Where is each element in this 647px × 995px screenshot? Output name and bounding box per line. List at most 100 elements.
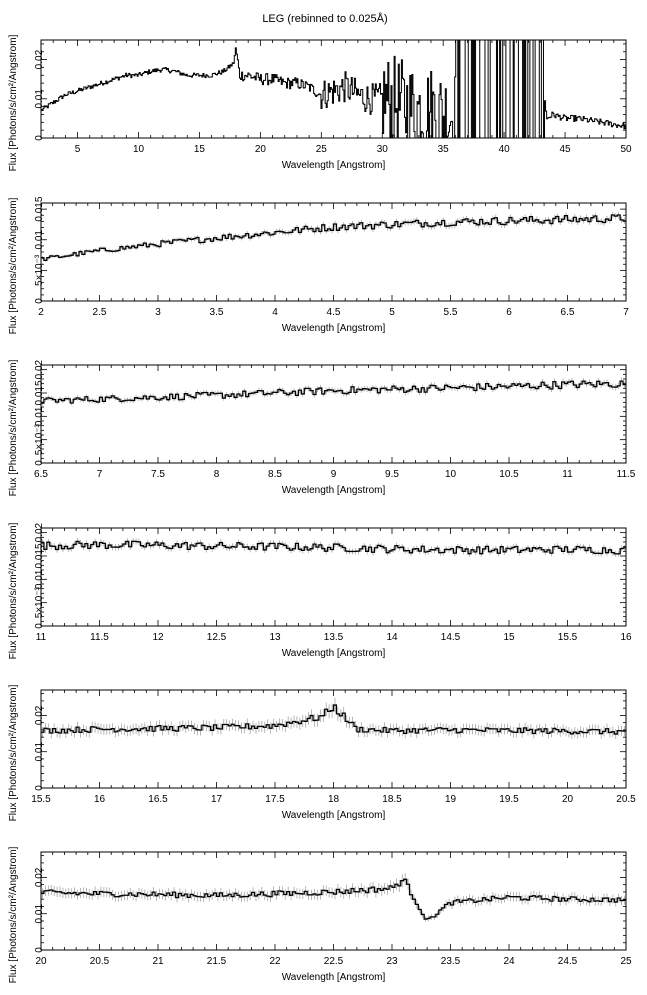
x-tick-label: 23 [386, 956, 398, 967]
x-tick-label: 35 [438, 144, 450, 155]
chart-panel-1: 5 10 15 20 25 30 35 40 45 50 0 0.01 0.02 Wavelength [… [8, 34, 632, 171]
spectrum-line [41, 380, 626, 404]
y-axis-label: Flux [Photons/s/cm²/Angstrom] [8, 684, 19, 821]
x-tick-label: 8 [214, 469, 220, 480]
x-tick-label: 6.5 [561, 307, 575, 318]
x-axis-label: Wavelength [Angstrom] [282, 160, 386, 171]
y-tick-label: 0 [34, 135, 45, 141]
y-tick-label: 0.01 [34, 89, 45, 109]
y-tick-label: 0.02 [34, 867, 45, 887]
y-tick-label: 0.01 [34, 742, 45, 762]
x-tick-label: 17 [211, 794, 223, 805]
chart-panel-3: 6.5 7 7.5 8 8.5 9 9.5 10 10.5 11 11.505×10⁻³0.010.… [8, 359, 636, 496]
y-tick-label: 0.02 [34, 705, 45, 725]
x-tick-label: 3.5 [210, 307, 224, 318]
x-tick-label: 20 [255, 144, 267, 155]
y-tick-label: 0.01 [34, 406, 45, 426]
y-tick-label: 0.015 [34, 380, 45, 405]
x-tick-label: 40 [499, 144, 511, 155]
spectrum-line [41, 704, 626, 735]
spectrum-line [41, 878, 626, 920]
y-axis-label: Flux [Photons/s/cm²/Angstrom] [8, 197, 19, 334]
y-tick-label: 0 [34, 947, 45, 953]
y-tick-label: 0 [34, 460, 45, 466]
x-tick-label: 25 [620, 956, 632, 967]
x-tick-label: 24.5 [558, 956, 578, 967]
x-tick-label: 10 [445, 469, 457, 480]
chart-panel-4: 11 11.5 12 12.5 13 13.5 14 14.5 15 15.5 1605×10⁻³0… [8, 522, 632, 659]
x-tick-label: 13 [269, 632, 281, 643]
x-tick-label: 16 [620, 632, 632, 643]
y-axis-label: Flux [Photons/s/cm²/Angstrom] [8, 359, 19, 496]
y-tick-label: 0.015 [34, 196, 45, 221]
x-tick-label: 3 [155, 307, 161, 318]
x-tick-label: 6.5 [34, 469, 48, 480]
x-tick-label: 11.5 [90, 632, 109, 643]
x-tick-label: 7 [97, 469, 103, 480]
x-tick-label: 25 [316, 144, 328, 155]
y-tick-label: 0.02 [34, 522, 45, 542]
y-tick-label: 5×10⁻³ [34, 254, 45, 286]
plot-frame [40, 851, 627, 951]
y-tick-label: 0.01 [34, 230, 45, 250]
x-tick-label: 11.5 [617, 469, 636, 480]
x-tick-label: 9.5 [385, 469, 399, 480]
x-tick-label: 19.5 [499, 794, 519, 805]
y-tick-label: 5×10⁻³ [34, 586, 45, 618]
x-tick-label: 50 [620, 144, 632, 155]
x-axis-label: Wavelength [Angstrom] [282, 648, 386, 659]
x-tick-label: 20 [35, 956, 47, 967]
x-tick-label: 15 [503, 632, 515, 643]
spectrum-line [41, 214, 626, 262]
chart-panel-5: 15.5 16 16.5 17 17.5 18 18.5 19 19.5 20 20.5 0 0.01 0… [8, 684, 636, 821]
x-tick-label: 22.5 [324, 956, 344, 967]
y-tick-label: 0.01 [34, 904, 45, 924]
x-tick-label: 14.5 [441, 632, 461, 643]
plot-frame [40, 202, 627, 302]
y-tick-label: 0.015 [34, 543, 45, 568]
x-tick-label: 11 [562, 469, 573, 480]
y-axis-label: Flux [Photons/s/cm²/Angstrom] [8, 522, 19, 659]
x-tick-label: 7.5 [151, 469, 165, 480]
y-tick-label: 0.01 [34, 569, 45, 589]
x-tick-label: 5 [389, 307, 395, 318]
x-tick-label: 10 [133, 144, 145, 155]
x-tick-label: 9 [331, 469, 337, 480]
x-tick-label: 15.5 [31, 794, 51, 805]
y-tick-label: 0 [34, 623, 45, 629]
y-axis-label: Flux [Photons/s/cm²/Angstrom] [8, 846, 19, 983]
x-tick-label: 7 [623, 307, 629, 318]
x-tick-label: 14 [386, 632, 398, 643]
spectrum-line [41, 40, 626, 138]
x-tick-label: 2 [38, 307, 44, 318]
x-tick-label: 6 [506, 307, 512, 318]
chart-panel-6: 20 20.5 21 21.5 22 22.5 23 23.5 24 24.5 25 0 0.01 0.0… [8, 846, 632, 983]
x-tick-label: 24 [503, 956, 515, 967]
x-tick-label: 15.5 [558, 632, 578, 643]
x-tick-label: 20 [562, 794, 574, 805]
y-tick-label: 5×10⁻³ [34, 423, 45, 455]
x-tick-label: 19 [445, 794, 457, 805]
spectrum-line [41, 540, 626, 555]
x-tick-label: 10.5 [499, 469, 519, 480]
error-bars [42, 697, 625, 740]
x-tick-label: 22 [269, 956, 281, 967]
x-tick-label: 18.5 [382, 794, 402, 805]
x-tick-label: 4.5 [327, 307, 341, 318]
x-tick-label: 15 [194, 144, 206, 155]
x-tick-label: 30 [377, 144, 389, 155]
x-tick-label: 5 [75, 144, 81, 155]
x-tick-label: 21 [152, 956, 164, 967]
x-axis-label: Wavelength [Angstrom] [282, 810, 386, 821]
x-tick-label: 16 [94, 794, 106, 805]
x-tick-label: 12.5 [207, 632, 227, 643]
x-axis-label: Wavelength [Angstrom] [282, 323, 386, 334]
x-tick-label: 17.5 [265, 794, 285, 805]
x-tick-label: 18 [328, 794, 340, 805]
x-tick-label: 5.5 [444, 307, 458, 318]
y-tick-label: 0 [34, 298, 45, 304]
x-tick-label: 20.5 [90, 956, 110, 967]
figure-title: LEG (rebinned to 0.025Å) [262, 12, 387, 25]
